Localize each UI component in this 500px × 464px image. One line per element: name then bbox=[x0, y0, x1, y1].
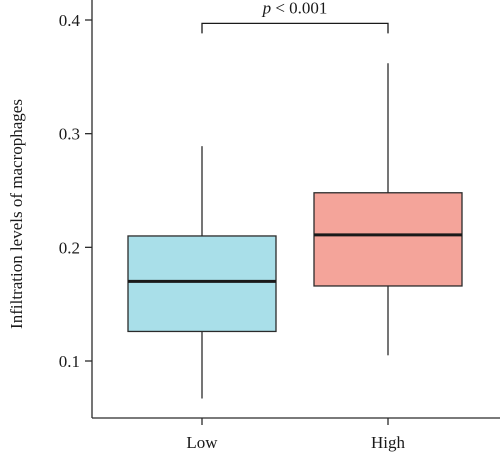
y-tick-label: 0.2 bbox=[59, 238, 80, 257]
p-value-text: < 0.001 bbox=[271, 0, 327, 17]
y-tick-label: 0.3 bbox=[59, 125, 80, 144]
significance-bracket bbox=[201, 22, 389, 34]
x-ticks: Low High bbox=[186, 418, 406, 452]
y-ticks: 0.1 0.2 0.3 0.4 bbox=[59, 11, 92, 371]
boxes bbox=[127, 63, 463, 399]
x-tick-label-high: High bbox=[371, 433, 406, 452]
p-value-label: p < 0.001 bbox=[262, 0, 328, 17]
box-body bbox=[313, 192, 463, 287]
x-tick-label-low: Low bbox=[186, 433, 218, 452]
box-low bbox=[127, 146, 277, 399]
box-high bbox=[313, 63, 463, 356]
y-tick-label: 0.1 bbox=[59, 352, 80, 371]
significance-annotation: p < 0.001 bbox=[201, 0, 389, 34]
y-tick-label: 0.4 bbox=[59, 11, 81, 30]
p-value-prefix: p bbox=[262, 0, 272, 17]
y-axis-label: Infiltration levels of macrophages bbox=[7, 99, 26, 329]
box-body bbox=[127, 235, 277, 333]
